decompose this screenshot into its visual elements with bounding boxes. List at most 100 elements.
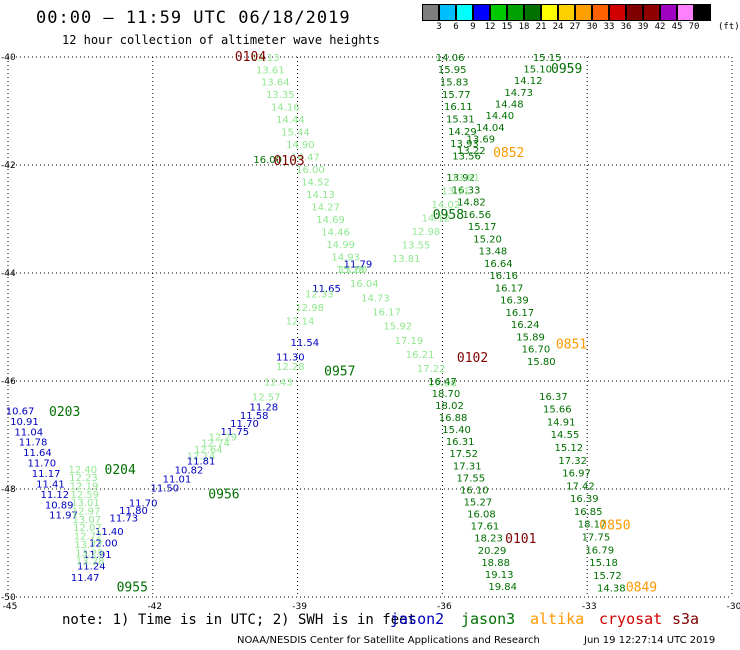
swh-value: 15.77 — [442, 90, 471, 101]
swh-value: 15.89 — [516, 332, 545, 343]
satellite-s3a: s3a — [672, 610, 700, 628]
swh-value: 16.47 — [428, 377, 457, 388]
swh-value: 16.17 — [495, 283, 524, 294]
swh-value: 11.75 — [221, 427, 250, 438]
swh-value: 15.28 — [336, 265, 365, 276]
lon-tick-label: -39 — [292, 602, 307, 612]
swh-value: 17.52 — [449, 449, 478, 460]
swh-value: 13.48 — [479, 247, 508, 258]
pass-time-label: 0104 — [235, 50, 266, 65]
swh-value: 15.15 — [533, 53, 562, 64]
swh-value: 17.31 — [453, 461, 482, 472]
legend-swatch — [609, 4, 626, 21]
legend-swatch — [422, 4, 439, 21]
swh-value: 16.97 — [562, 469, 591, 480]
legend-swatch — [575, 4, 592, 21]
swh-value: 14.44 — [276, 115, 305, 126]
swh-value: 12.43 — [264, 377, 293, 388]
lat-tick-label: -42 — [1, 161, 16, 171]
legend-swatch — [694, 4, 711, 21]
lon-tick-label: -33 — [582, 602, 597, 612]
swh-value: 14.40 — [485, 111, 514, 122]
swh-value: 12.33 — [305, 289, 334, 300]
swh-value: 13.64 — [261, 78, 290, 89]
legend-swatch — [660, 4, 677, 21]
swh-value: 14.13 — [306, 190, 335, 201]
swh-value: 16.33 — [452, 185, 481, 196]
swh-value: 12.28 — [276, 362, 305, 373]
swh-value: 13.07 — [72, 515, 101, 526]
swh-value: 13.92 — [446, 173, 475, 184]
swh-value: 11.47 — [71, 573, 100, 584]
legend-label: 12 — [484, 22, 496, 32]
swh-value: 14.52 — [301, 178, 330, 189]
swh-value: 11.70 — [230, 419, 259, 430]
swh-value: 14.55 — [551, 430, 580, 441]
swh-value: 12.14 — [286, 316, 315, 327]
swh-value: 13.55 — [402, 241, 431, 252]
legend-swatch — [439, 4, 456, 21]
swh-value: 12.07 — [73, 523, 102, 534]
swh-value: 12.74 — [201, 439, 230, 450]
legend-label: 6 — [453, 22, 459, 32]
swh-value: 14.90 — [286, 140, 315, 151]
swh-value: 13.81 — [451, 173, 480, 184]
swh-value: 16.10 — [460, 485, 489, 496]
swh-value: 14.16 — [271, 103, 300, 114]
swh-value: 13.22 — [457, 146, 486, 157]
legend-swatch — [558, 4, 575, 21]
swh-value: 14.99 — [326, 240, 355, 251]
pass-time-label: 0955 — [117, 581, 148, 596]
swh-value: 16.17 — [506, 308, 535, 319]
note-text: note: 1) Time is in UTC; 2) SWH is in fe… — [62, 612, 417, 628]
page-subtitle: 12 hour collection of altimeter wave hei… — [62, 33, 380, 47]
swh-value: 14.46 — [321, 228, 350, 239]
swh-value: 15.12 — [555, 443, 584, 454]
swh-value: 12.64 — [194, 445, 223, 456]
swh-value: 15.27 — [464, 497, 493, 508]
swh-value: 14.29 — [448, 127, 477, 138]
pass-time-label: 0958 — [433, 208, 464, 223]
lon-tick-label: -30 — [727, 602, 740, 612]
swh-value: 16.31 — [446, 437, 475, 448]
swh-value: 12.00 — [89, 538, 118, 549]
swh-value: 16.39 — [500, 296, 529, 307]
swh-value: 14.73 — [504, 88, 533, 99]
legend-label: 24 — [552, 22, 564, 32]
legend-swatch — [456, 4, 473, 21]
swh-value: 12.72 — [74, 532, 103, 543]
swh-value: 14.48 — [495, 99, 524, 110]
legend-unit: (ft) — [718, 22, 740, 32]
swh-value: 16.39 — [570, 494, 599, 505]
swh-value: 16.70 — [522, 345, 551, 356]
swh-value: 18.70 — [432, 389, 461, 400]
swh-value: 11.79 — [344, 260, 373, 271]
swh-value: 15.44 — [281, 128, 310, 139]
swh-value: 12.19 — [70, 481, 99, 492]
swh-value: 12.29 — [208, 432, 237, 443]
swh-value: 13.29 — [75, 548, 104, 559]
swh-value: 13.35 — [266, 90, 295, 101]
swh-value: 11.12 — [40, 490, 69, 501]
swh-value: 14.02 — [431, 200, 460, 211]
swh-value: 11.80 — [119, 506, 148, 517]
legend-label: 45 — [671, 22, 683, 32]
swh-value: 14.91 — [547, 417, 576, 428]
pass-time-label: 0102 — [457, 351, 488, 366]
swh-value: 11.01 — [163, 475, 192, 486]
lat-tick-label: -44 — [1, 269, 16, 279]
legend-label: 18 — [518, 22, 530, 32]
swh-value: 11.97 — [49, 511, 78, 522]
color-legend — [422, 4, 711, 21]
swh-value: 17.42 — [566, 481, 595, 492]
pass-time-label: 0203 — [49, 405, 80, 420]
swh-value: 17.55 — [456, 473, 485, 484]
swh-value: 15.31 — [446, 115, 475, 126]
swh-value: 11.17 — [32, 469, 61, 480]
swh-value: 10.82 — [175, 466, 204, 477]
swh-value: 11.40 — [95, 527, 124, 538]
swh-value: 13.28 — [76, 557, 105, 568]
swh-value: 16.16 — [489, 271, 518, 282]
